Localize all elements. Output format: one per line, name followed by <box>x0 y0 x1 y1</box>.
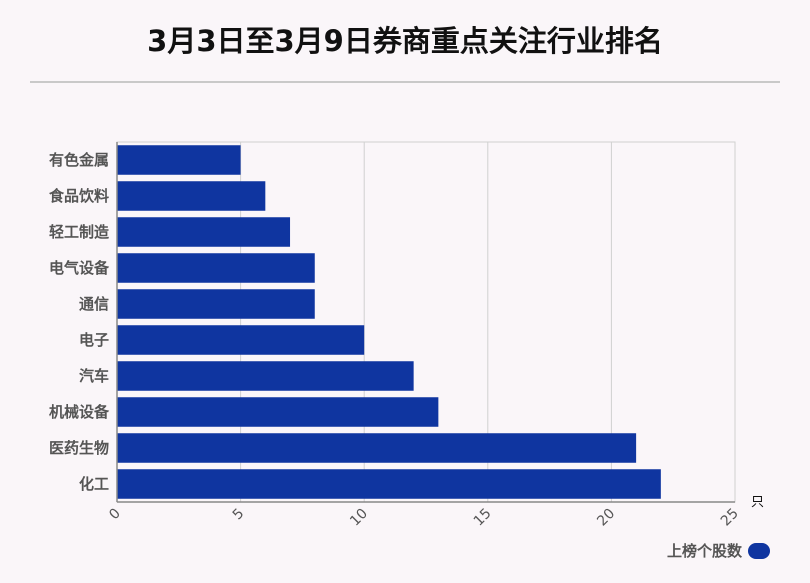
x-tick-label: 20 <box>594 506 618 530</box>
x-tick-label: 0 <box>106 506 124 524</box>
legend: 上榜个股数 <box>667 540 770 561</box>
x-tick-label: 15 <box>471 506 495 530</box>
bar <box>117 217 291 247</box>
category-label: 电子 <box>79 331 109 349</box>
category-label: 化工 <box>79 475 109 493</box>
category-label: 汽车 <box>79 367 109 385</box>
category-label: 机械设备 <box>49 403 110 421</box>
bar <box>117 145 241 175</box>
x-tick-label: 10 <box>347 506 371 530</box>
title-divider <box>30 81 780 83</box>
bar <box>117 181 266 211</box>
category-label: 食品饮料 <box>49 187 109 205</box>
bar <box>117 289 315 319</box>
x-unit-label: 只 <box>751 495 764 510</box>
bar <box>117 397 439 427</box>
category-label: 通信 <box>79 295 109 313</box>
bar <box>117 253 315 283</box>
category-label: 电气设备 <box>49 259 110 277</box>
category-label: 有色金属 <box>49 151 109 169</box>
legend-label: 上榜个股数 <box>666 542 742 560</box>
x-tick-label: 25 <box>718 506 742 530</box>
category-label: 轻工制造 <box>49 223 109 241</box>
category-label: 医药生物 <box>49 439 109 457</box>
chart-title: 3月3日至3月9日券商重点关注行业排名 <box>147 24 663 58</box>
bar <box>117 361 414 391</box>
bar <box>117 325 365 355</box>
legend-swatch <box>748 542 770 559</box>
x-tick-label: 5 <box>230 506 248 524</box>
bar <box>117 469 661 499</box>
bar <box>117 433 637 463</box>
